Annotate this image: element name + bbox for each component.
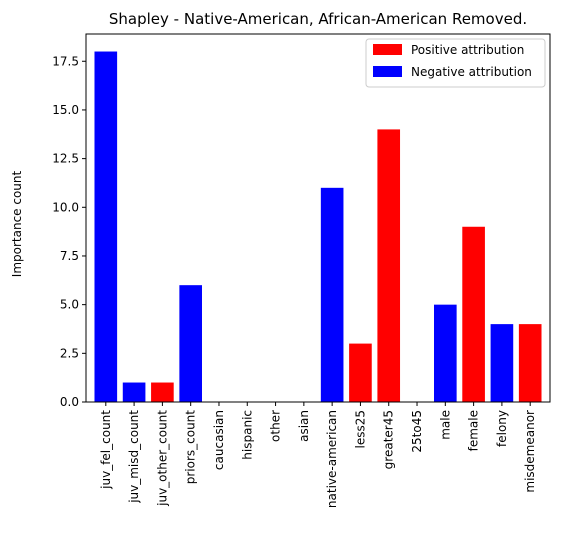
x-tick-label-25to45: 25to45: [410, 410, 424, 453]
x-tick-label-felony: felony: [495, 410, 509, 447]
y-tick-label: 12.5: [52, 152, 79, 166]
bar-native-american: [320, 187, 344, 402]
legend: Positive attribution Negative attributio…: [365, 38, 546, 88]
chart-title: Shapley - Native-American, African-Ameri…: [109, 10, 527, 28]
legend-box: [365, 38, 546, 88]
x-tick-label-misdemeanor: misdemeanor: [523, 410, 537, 493]
x-tick-label-priors-count: priors_count: [184, 410, 198, 485]
x-tick-label-asian: asian: [297, 410, 311, 442]
y-tick-label: 17.5: [52, 54, 79, 68]
bar-juv-fel-count: [94, 51, 118, 403]
bar-priors-count: [179, 285, 202, 402]
bars-group: [94, 51, 542, 403]
x-tick-label-other: other: [269, 410, 283, 442]
x-tick-label-native-american: native-american: [325, 410, 339, 508]
legend-swatch-negative: [373, 66, 402, 77]
bar-less25: [349, 343, 372, 402]
bar-misdemeanor: [518, 324, 542, 402]
x-tick-label-female: female: [467, 410, 481, 451]
legend-swatch-positive: [373, 44, 402, 55]
y-tick-label: 5.0: [60, 298, 79, 312]
x-tick-label-hispanic: hispanic: [240, 410, 254, 460]
y-axis-label: Importance count: [10, 170, 24, 277]
plot-frame: [85, 33, 551, 403]
legend-label-negative: Negative attribution: [411, 65, 532, 79]
legend-label-positive: Positive attribution: [411, 43, 524, 57]
bar-juv-other-count: [151, 382, 174, 402]
x-tick-label-less25: less25: [353, 410, 367, 449]
x-tick-label-caucasian: caucasian: [212, 410, 226, 470]
y-tick-label: 2.5: [60, 346, 79, 360]
y-tick-label: 10.0: [52, 200, 79, 214]
y-tick-label: 7.5: [60, 249, 79, 263]
x-tick-label-juv-other-count: juv_other_count: [155, 410, 169, 507]
x-tick-label-greater45: greater45: [382, 410, 396, 469]
y-tick-label: 0.0: [60, 395, 79, 409]
bar-juv-misd-count: [122, 382, 146, 402]
x-axis-ticks: juv_fel_count juv_misd_count juv_other_cou…: [99, 402, 537, 508]
x-tick-label-juv-fel-count: juv_fel_count: [99, 410, 113, 490]
y-axis-ticks: 0.0 2.5 5.0 7.5 10.0 12.5 15.0 17.5: [52, 54, 86, 409]
bar-female: [462, 226, 485, 402]
bar-male: [434, 304, 457, 402]
y-tick-label: 15.0: [52, 103, 79, 117]
x-tick-label-male: male: [438, 410, 452, 440]
x-tick-label-juv-misd-count: juv_misd_count: [127, 410, 141, 504]
bar-felony: [490, 324, 514, 402]
bar-greater45: [377, 129, 401, 402]
